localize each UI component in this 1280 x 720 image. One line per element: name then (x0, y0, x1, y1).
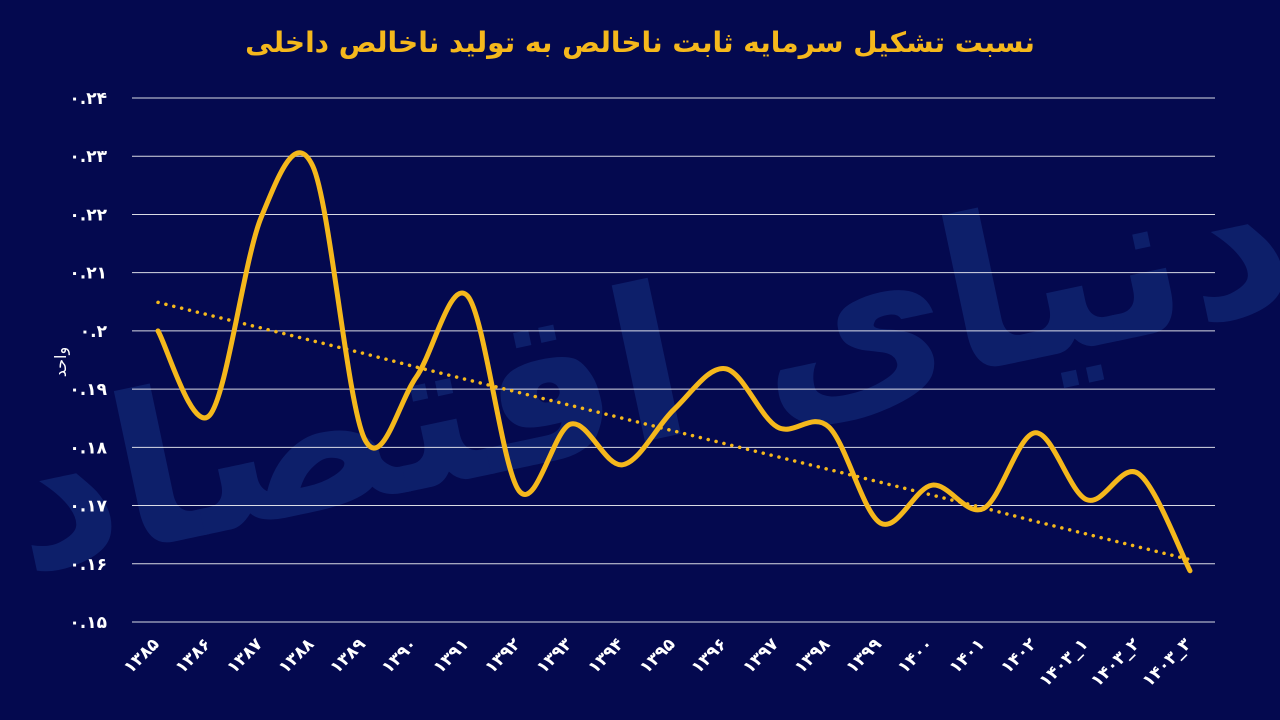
x-tick-label: ۱۳۸۶ (172, 634, 215, 677)
y-tick-label: ۰.۱۸ (69, 438, 107, 458)
watermark-logo: دنیای اقتصاد (0, 111, 1280, 622)
y-tick-label: ۰.۲۱ (69, 264, 107, 284)
y-tick-label: ۰.۱۶ (69, 555, 107, 575)
x-axis-ticks: ۱۳۸۵ ۱۳۸۶ ۱۳۸۷ ۱۳۸۸ ۱۳۸۹ ۱۳۹۰ ۱۳۹۱ ۱۳۹۲ ۱۳۹۳ ۱۳۹۴… (120, 634, 1196, 691)
series-layer (155, 150, 1193, 574)
y-tick-label: ۰.۲۲ (69, 205, 107, 225)
x-tick-label: ۱۳۹۳ (533, 634, 577, 678)
x-tick-label: ۱۴۰۲ (997, 634, 1041, 678)
y-tick-label: ۰.۲ (80, 322, 108, 342)
x-tick-label: ۱۳۹۵ (636, 634, 679, 677)
x-tick-label: ۱۳۸۷ (223, 634, 267, 678)
trend-line (156, 300, 1192, 562)
y-tick-label: ۰.۱۹ (69, 380, 107, 400)
y-axis-ticks: ۰.۱۵ ۰.۱۶ ۰.۱۷ ۰.۱۸ ۰.۱۹ ۰.۲ ۰.۲۱ ۰.۲۲ ۰.۲۳ ۰.۲۴ (69, 89, 107, 633)
x-tick-label: ۱۳۹۴ (584, 634, 627, 677)
x-tick-label: ۱۳۹۷ (739, 634, 783, 678)
y-axis-label: واحد (51, 347, 71, 377)
chart-title: نسبت تشکیل سرمایه ثابت ناخالص به تولید ن… (245, 26, 1035, 59)
x-tick-label: ۱۳۹۹ (842, 634, 886, 678)
y-tick-label: ۰.۲۴ (69, 89, 107, 109)
x-tick-label: ۱۴۰۳_۱ (1035, 634, 1092, 691)
x-tick-label: ۱۳۸۵ (120, 634, 163, 677)
x-tick-label: ۱۳۹۲ (481, 634, 525, 678)
y-tick-label: ۰.۲۳ (69, 147, 107, 167)
x-tick-label: ۱۳۹۰ (378, 634, 421, 677)
x-tick-label: ۱۳۸۹ (326, 634, 370, 678)
watermark-text: دنیای اقتصاد (0, 111, 1280, 622)
x-tick-label: ۱۳۹۸ (791, 634, 835, 678)
x-tick-label: ۱۳۹۶ (688, 634, 731, 677)
x-tick-label: ۱۴۰۳_۲ (1087, 634, 1144, 691)
x-tick-label: ۱۳۸۸ (275, 634, 319, 678)
x-tick-label: ۱۴۰۳_۳ (1139, 634, 1196, 691)
x-tick-label: ۱۳۹۱ (430, 634, 473, 677)
x-tick-label: ۱۴۰۰ (894, 634, 937, 677)
x-tick-label: ۱۴۰۱ (946, 634, 989, 677)
gridlines (132, 97, 1215, 623)
series-line (155, 150, 1193, 574)
y-tick-label: ۰.۱۵ (69, 613, 107, 633)
y-tick-label: ۰.۱۷ (69, 497, 107, 517)
